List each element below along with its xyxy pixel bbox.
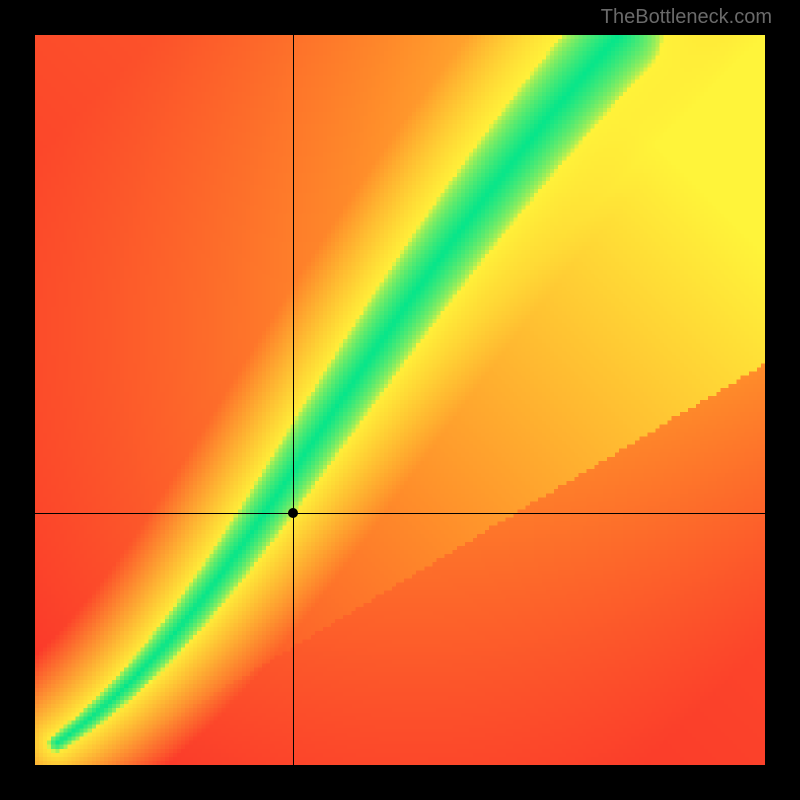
heatmap-canvas [35, 35, 765, 765]
crosshair-horizontal [35, 513, 765, 514]
bottleneck-heatmap [35, 35, 765, 765]
crosshair-vertical [293, 35, 294, 765]
selected-point-marker [288, 508, 298, 518]
watermark-text: TheBottleneck.com [601, 6, 772, 29]
